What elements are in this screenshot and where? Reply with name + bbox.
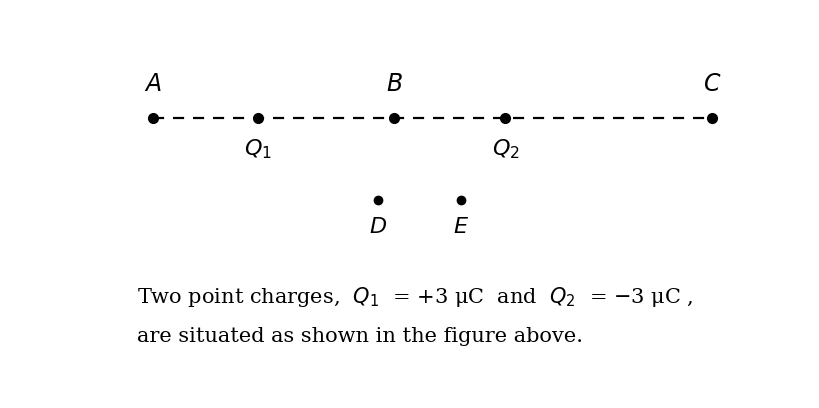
Text: $\mathit{E}$: $\mathit{E}$ <box>453 217 469 237</box>
Text: $\mathit{D}$: $\mathit{D}$ <box>369 217 387 237</box>
Text: $\mathit{Q}_2$: $\mathit{Q}_2$ <box>491 137 519 160</box>
Text: $\mathit{A}$: $\mathit{A}$ <box>144 72 162 96</box>
Text: Two point charges,  $Q_1$  = +3 μC  and  $Q_2$  = −3 μC ,: Two point charges, $Q_1$ = +3 μC and $Q_… <box>138 285 694 309</box>
Text: $\mathit{B}$: $\mathit{B}$ <box>386 72 403 96</box>
Text: are situated as shown in the figure above.: are situated as shown in the figure abov… <box>138 327 583 346</box>
Text: $\mathit{C}$: $\mathit{C}$ <box>703 72 721 96</box>
Text: $\mathit{Q}_1$: $\mathit{Q}_1$ <box>244 137 272 160</box>
